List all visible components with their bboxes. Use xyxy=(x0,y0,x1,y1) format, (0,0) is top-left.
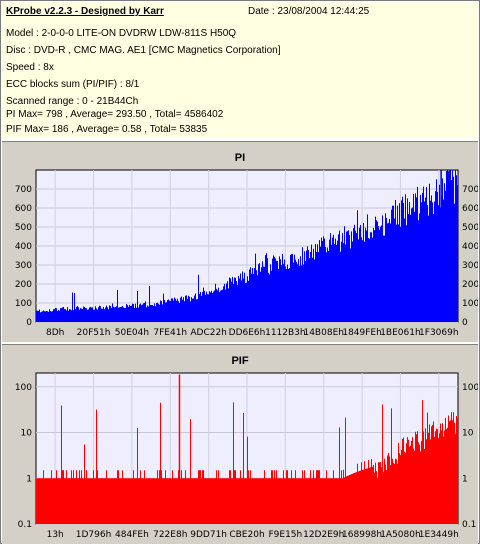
y-tick-label-right: 400 xyxy=(462,242,478,252)
y-tick-label-left: 100 xyxy=(15,383,32,393)
y-tick-label-left: 500 xyxy=(15,223,32,233)
ecc-line: ECC blocks sum (PI/PIF) : 8/1 xyxy=(6,79,140,90)
y-tick-label-right: 0 xyxy=(462,318,468,328)
pi-panel: PI 0 0 100 100 200 200 300 300 400 400 500 500 600 60… xyxy=(2,141,478,342)
x-tick-label: 1F3069h xyxy=(419,328,459,338)
y-tick-label-right: 0.1 xyxy=(462,520,476,530)
y-tick-label-left: 0 xyxy=(26,318,32,328)
pif-panel: PIF 0.1 0.1 1 1 10 10 100 100 13h 1D796h 484FEh 722… xyxy=(2,344,478,544)
y-tick-label-left: 10 xyxy=(21,429,33,439)
speed-line: Speed : 8x xyxy=(6,62,54,73)
x-tick-label: 50E04h xyxy=(115,328,149,338)
x-tick-label: 1A5080h xyxy=(380,530,421,540)
y-tick-label-right: 100 xyxy=(462,383,478,393)
x-tick-label: ADC22h xyxy=(190,328,227,338)
scan-date: Date : 23/08/2004 12:44:25 xyxy=(248,6,370,17)
pi-chart-title: PI xyxy=(234,152,246,164)
x-tick-label: 168998h xyxy=(342,530,382,540)
x-tick-label: F9E15h xyxy=(268,530,302,540)
y-tick-label-left: 600 xyxy=(15,204,32,214)
x-tick-label: 20F51h xyxy=(77,328,111,338)
x-tick-label: CBE20h xyxy=(229,530,264,540)
pif-chart: 0.1 0.1 1 1 10 10 100 100 13h 1D796h 484FEh 722E8h 9… xyxy=(15,372,478,540)
app-title: KProbe v2.2.3 - Designed by Karr xyxy=(6,6,164,17)
x-tick-label: 12D2E9h xyxy=(303,530,344,540)
x-tick-label: DD6E6h xyxy=(229,328,266,338)
y-tick-label-right: 10 xyxy=(462,429,474,439)
report-header: KProbe v2.2.3 - Designed by Karr Date : … xyxy=(2,2,478,138)
x-tick-label: 1BE061h xyxy=(380,328,420,338)
x-tick-label: 1E3449h xyxy=(419,530,459,540)
pif-chart-title: PIF xyxy=(231,355,249,367)
y-tick-label-left: 400 xyxy=(15,242,32,252)
x-tick-label: 8Dh xyxy=(46,328,64,338)
x-tick-label: 1849FEh xyxy=(342,328,381,338)
y-tick-label-right: 200 xyxy=(462,280,478,290)
x-tick-label: 9DD71h xyxy=(190,530,227,540)
y-tick-label-right: 100 xyxy=(462,299,478,309)
pi-summary-line: PI Max= 798 , Average= 293.50 , Total= 4… xyxy=(6,109,224,120)
y-tick-label-left: 100 xyxy=(15,299,32,309)
x-tick-label: 7FE41h xyxy=(153,328,187,338)
y-tick-label-left: 300 xyxy=(15,261,32,271)
x-tick-label: 722E8h xyxy=(153,530,187,540)
range-line: Scanned range : 0 - 21B44Ch xyxy=(6,96,139,107)
x-tick-label: 1D796h xyxy=(76,530,112,540)
pif-summary-line: PIF Max= 186 , Average= 0.58 , Total= 53… xyxy=(6,124,208,135)
y-tick-label-left: 1 xyxy=(26,474,32,484)
pi-chart: 0 0 100 100 200 200 300 300 400 400 500 500 600 600 70… xyxy=(15,169,478,338)
y-tick-label-right: 1 xyxy=(462,474,468,484)
x-tick-label: 13h xyxy=(47,530,64,540)
y-tick-label-right: 300 xyxy=(462,261,478,271)
disc-line: Disc : DVD-R , CMC MAG. AE1 [CMC Magneti… xyxy=(6,45,281,56)
x-tick-label: 1112B3h xyxy=(265,328,306,338)
model-line: Model : 2-0-0-0 LITE-ON DVDRW LDW-811S H… xyxy=(6,28,237,39)
y-tick-label-right: 700 xyxy=(462,185,478,195)
x-tick-label: 484FEh xyxy=(115,530,149,540)
x-tick-label: 14B08Eh xyxy=(303,328,343,338)
y-tick-label-left: 200 xyxy=(15,280,32,290)
y-tick-label-left: 700 xyxy=(15,185,32,195)
y-tick-label-right: 500 xyxy=(462,223,478,233)
y-tick-label-left: 0.1 xyxy=(18,520,32,530)
y-tick-label-right: 600 xyxy=(462,204,478,214)
